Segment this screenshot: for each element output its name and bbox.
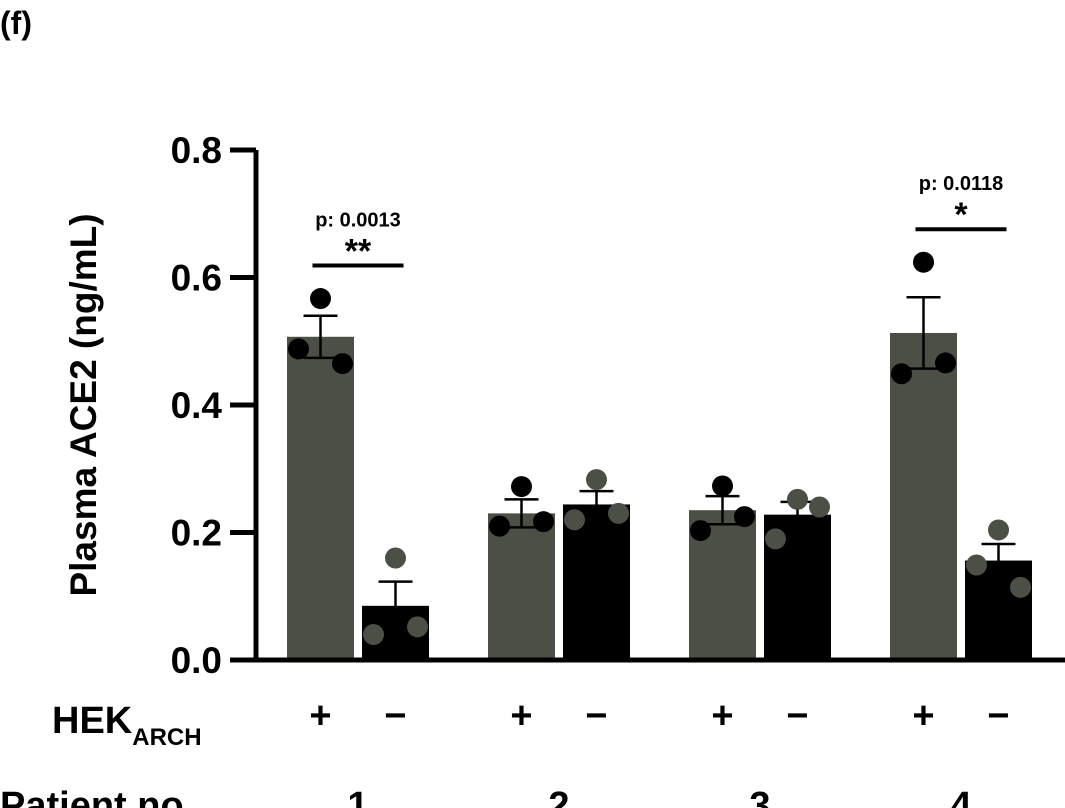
bars [287,332,1032,660]
data-point [690,520,711,542]
hek-condition-label: − [987,695,1009,737]
data-point [608,502,629,524]
y-tick-label: 0.8 [171,130,222,171]
data-point [385,547,406,569]
data-point [363,624,384,645]
bar [488,513,555,660]
y-tick-label: 0.6 [171,258,222,299]
data-point [935,352,956,374]
patient-number: 1 [347,785,368,808]
data-point [489,515,510,537]
data-point [787,488,808,510]
patient-number: 4 [950,785,971,808]
data-point [533,511,554,533]
data-point [913,251,934,273]
hek-condition-label: − [585,695,607,737]
significance-stars: ** [345,233,372,271]
error-bars [303,296,1016,632]
p-value-label: p: 0.0013 [315,210,401,232]
axes [230,150,1065,663]
patient-row-label: Patient no. [0,785,194,808]
patient-number: 2 [548,785,569,808]
data-point [765,528,786,550]
hek-condition-label: + [309,695,331,737]
data-point [988,519,1009,541]
y-tick-label: 0.0 [171,640,222,681]
y-axis-label: Plasma ACE2 (ng/mL) [63,213,104,596]
significance-annotations: **p: 0.0013 *p: 0.0118 [312,173,1007,271]
hek-condition-label: − [384,695,406,737]
patient-number-labels: 1 2 3 4 [347,785,971,808]
hek-condition-label: − [786,695,808,737]
hek-row-label-subscript: ARCH [132,724,201,751]
hek-condition-labels: + − + − + − + − [309,695,1009,737]
bar [287,336,354,660]
data-point [891,363,912,385]
significance-stars: * [954,196,968,234]
panel-label: (f) [0,5,32,41]
y-tick-label: 0.2 [171,513,222,554]
data-point [332,353,353,375]
data-point [809,496,830,518]
data-point [734,506,755,528]
hek-condition-label: + [510,695,532,737]
data-point [1010,576,1031,598]
data-points [288,251,1031,645]
hek-row-label-main: HEK [52,700,133,742]
hek-condition-label: + [912,695,934,737]
data-point [586,469,607,491]
data-point [288,338,309,360]
bar [563,504,630,660]
data-point [310,288,331,310]
data-point [564,509,585,531]
hek-row-label: HEKARCH [52,700,202,751]
patient-number: 3 [749,785,770,808]
y-tick-label: 0.4 [171,385,223,426]
hek-condition-label: + [711,695,733,737]
y-axis-ticks: 0.0 0.2 0.4 0.6 0.8 [171,130,256,681]
data-point [966,554,987,576]
data-point [407,616,428,638]
data-point [511,476,532,498]
data-point [712,475,733,497]
bar [890,332,957,660]
p-value-label: p: 0.0118 [919,173,1004,195]
